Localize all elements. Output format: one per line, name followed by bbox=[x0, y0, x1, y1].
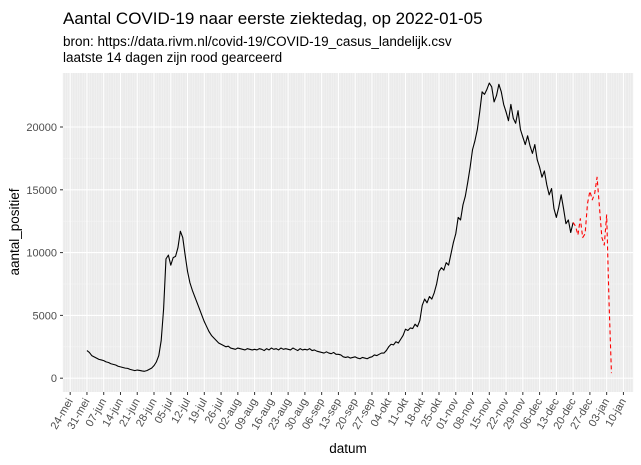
x-axis: 24-mei31-mei07-jun14-jun21-jun28-jun05-j… bbox=[49, 392, 629, 432]
series-line-main bbox=[86, 82, 574, 372]
grid-minor bbox=[62, 73, 634, 392]
y-tick-label: 10000 bbox=[26, 248, 57, 260]
series-line-last-14-days bbox=[572, 176, 612, 374]
x-axis-label: datum bbox=[329, 441, 367, 456]
chart-title: Aantal COVID-19 naar eerste ziektedag, o… bbox=[63, 9, 483, 28]
y-tick-label: 15000 bbox=[26, 185, 57, 197]
chart-subtitle-line-1: bron: https://data.rivm.nl/covid-19/COVI… bbox=[63, 34, 452, 49]
series-layer bbox=[86, 82, 612, 374]
chart-subtitle-line-2: laatste 14 dagen zijn rood gearceerd bbox=[63, 50, 282, 65]
grid-major bbox=[63, 73, 633, 392]
y-tick-label: 20000 bbox=[26, 122, 57, 134]
y-tick-label: 0 bbox=[51, 373, 57, 385]
y-axis-label: aantal_positief bbox=[7, 188, 22, 275]
y-axis: 0 5000 10000 15000 20000 bbox=[26, 122, 63, 385]
y-tick-label: 5000 bbox=[33, 310, 57, 322]
